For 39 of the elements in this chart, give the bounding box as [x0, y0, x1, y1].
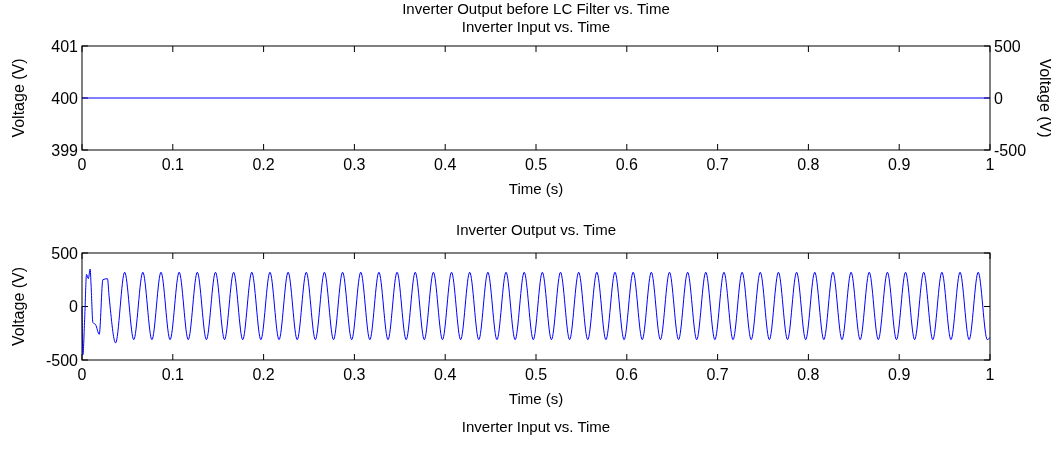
chart-title: Inverter Output before LC Filter vs. Time — [402, 0, 670, 17]
x-tick-label: 0.1 — [161, 156, 185, 173]
x-tick-label: 0.8 — [797, 156, 820, 173]
x-axis-title: Time (s) — [508, 390, 564, 407]
x-tick-label: 0.6 — [615, 366, 639, 383]
y2-tick-label: 500 — [994, 37, 1021, 55]
x-tick-label: 0.5 — [524, 366, 548, 383]
y-tick-label: 500 — [51, 244, 79, 262]
x-tick-label: 0.7 — [706, 366, 729, 383]
x-tick-label: 0.4 — [434, 366, 457, 383]
x-tick-label: 0.4 — [434, 156, 457, 173]
x-tick-label: 0.3 — [343, 156, 366, 173]
chart-title: Inverter Output vs. Time — [455, 221, 617, 238]
chart-subtitle: Inverter Input vs. Time — [461, 18, 611, 35]
y-tick-label: 0 — [69, 298, 79, 316]
y-tick-label: -500 — [45, 351, 79, 369]
x-tick-label: 0.9 — [888, 366, 911, 383]
x-tick-label: 1 — [985, 366, 995, 383]
line-series — [81, 268, 991, 356]
y-tick-label: 400 — [51, 89, 79, 107]
x-tick-label: 0.9 — [888, 156, 911, 173]
x-axis-title: Time (s) — [508, 180, 564, 197]
x-tick-label: 0.2 — [252, 156, 275, 173]
y-tick-label: 399 — [51, 141, 79, 159]
x-tick-label: 1 — [985, 156, 995, 173]
x-tick-label: 0.7 — [706, 156, 729, 173]
text: Inverter Input vs. Time — [461, 418, 611, 435]
y2-tick-label: -500 — [994, 141, 1027, 159]
y-tick-label: 401 — [51, 37, 79, 55]
y2-axis-title: Voltage (V) — [1037, 58, 1051, 138]
y-axis-title: Voltage (V) — [10, 266, 27, 347]
y-axis-title: Voltage (V) — [10, 58, 27, 138]
x-tick-label: 0.5 — [524, 156, 548, 173]
x-tick-label: 0.6 — [615, 156, 639, 173]
y2-tick-label: 0 — [994, 89, 1003, 107]
x-tick-label: 0.2 — [252, 366, 275, 383]
x-tick-label: 0.1 — [161, 366, 185, 383]
x-tick-label: 0.3 — [343, 366, 366, 383]
x-tick-label: 0.8 — [797, 366, 820, 383]
